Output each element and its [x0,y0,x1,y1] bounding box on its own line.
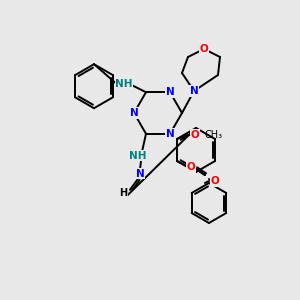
Text: N: N [190,86,198,96]
Text: N: N [166,129,174,139]
Text: N: N [136,169,144,179]
Text: H: H [119,188,127,198]
Text: N: N [166,87,174,97]
Text: O: O [190,130,199,140]
Text: N: N [130,108,138,118]
Text: O: O [200,44,208,54]
Text: NH: NH [115,79,133,89]
Text: CH₃: CH₃ [205,130,223,140]
Text: O: O [211,176,219,186]
Text: O: O [187,162,195,172]
Text: NH: NH [129,151,147,161]
